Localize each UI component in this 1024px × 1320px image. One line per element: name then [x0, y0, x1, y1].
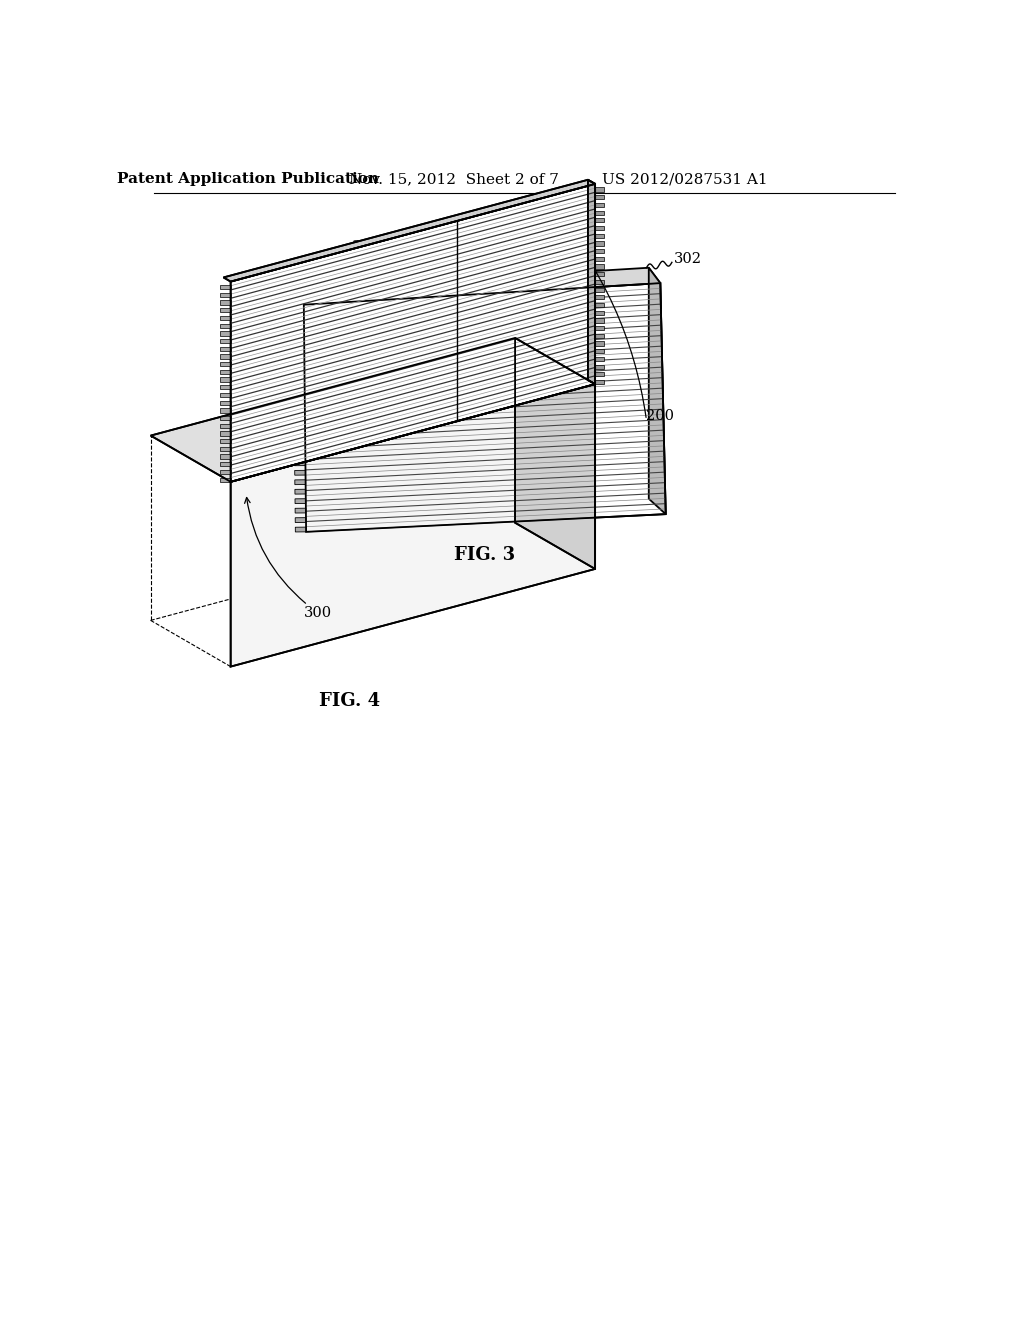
Polygon shape	[295, 442, 305, 446]
Polygon shape	[304, 284, 666, 532]
Polygon shape	[295, 451, 305, 457]
Polygon shape	[595, 242, 604, 246]
Polygon shape	[595, 272, 604, 276]
Polygon shape	[294, 422, 305, 428]
Polygon shape	[595, 372, 604, 376]
Text: 304: 304	[244, 383, 271, 396]
Polygon shape	[293, 329, 304, 333]
Polygon shape	[220, 339, 230, 343]
Polygon shape	[595, 326, 604, 330]
Polygon shape	[293, 309, 304, 314]
Text: FIG. 4: FIG. 4	[319, 692, 381, 710]
Polygon shape	[595, 288, 604, 292]
Polygon shape	[220, 470, 230, 474]
Polygon shape	[595, 256, 604, 261]
Polygon shape	[595, 364, 604, 368]
Polygon shape	[220, 331, 230, 335]
Polygon shape	[294, 366, 304, 371]
Polygon shape	[220, 385, 230, 389]
Polygon shape	[595, 226, 604, 230]
Text: 200: 200	[646, 409, 675, 424]
Polygon shape	[295, 517, 306, 523]
Polygon shape	[294, 404, 305, 409]
Polygon shape	[220, 285, 230, 289]
Polygon shape	[220, 416, 230, 420]
Polygon shape	[295, 479, 305, 484]
Polygon shape	[220, 424, 230, 428]
Polygon shape	[595, 249, 604, 253]
Polygon shape	[220, 347, 230, 351]
Polygon shape	[295, 527, 306, 532]
Polygon shape	[220, 440, 230, 444]
Polygon shape	[595, 380, 604, 384]
Polygon shape	[295, 508, 306, 513]
Polygon shape	[595, 264, 604, 269]
Polygon shape	[220, 301, 230, 305]
Polygon shape	[294, 413, 305, 418]
Polygon shape	[595, 234, 604, 238]
Polygon shape	[295, 461, 305, 466]
Text: 300: 300	[352, 240, 381, 253]
Polygon shape	[294, 347, 304, 352]
Polygon shape	[230, 384, 595, 667]
Polygon shape	[230, 183, 595, 482]
Polygon shape	[595, 218, 604, 223]
Polygon shape	[220, 362, 230, 367]
Polygon shape	[220, 315, 230, 321]
Text: US 2012/0287531 A1: US 2012/0287531 A1	[602, 172, 768, 186]
Polygon shape	[595, 318, 604, 322]
Polygon shape	[220, 393, 230, 397]
Polygon shape	[294, 356, 304, 362]
Polygon shape	[220, 378, 230, 381]
Polygon shape	[595, 356, 604, 362]
Polygon shape	[595, 280, 604, 284]
Polygon shape	[295, 470, 305, 475]
Polygon shape	[220, 293, 230, 297]
Polygon shape	[293, 319, 304, 323]
Polygon shape	[294, 385, 305, 389]
Polygon shape	[649, 268, 666, 515]
Polygon shape	[595, 195, 604, 199]
Polygon shape	[294, 433, 305, 437]
Polygon shape	[515, 338, 595, 569]
Polygon shape	[220, 446, 230, 451]
Polygon shape	[220, 308, 230, 313]
Text: Nov. 15, 2012  Sheet 2 of 7: Nov. 15, 2012 Sheet 2 of 7	[349, 172, 559, 186]
Polygon shape	[595, 348, 604, 354]
Polygon shape	[293, 338, 304, 343]
Polygon shape	[595, 210, 604, 215]
Polygon shape	[220, 454, 230, 459]
Polygon shape	[595, 302, 604, 308]
Polygon shape	[220, 323, 230, 327]
Polygon shape	[292, 268, 660, 305]
Text: Patent Application Publication: Patent Application Publication	[117, 172, 379, 186]
Polygon shape	[220, 370, 230, 374]
Text: 302: 302	[674, 252, 701, 265]
Text: 300: 300	[304, 606, 332, 619]
Polygon shape	[595, 296, 604, 300]
Polygon shape	[220, 432, 230, 436]
Text: FIG. 3: FIG. 3	[455, 546, 515, 564]
Polygon shape	[595, 187, 604, 191]
Polygon shape	[295, 499, 306, 503]
Polygon shape	[595, 203, 604, 207]
Polygon shape	[220, 354, 230, 359]
Polygon shape	[223, 180, 595, 281]
Polygon shape	[220, 408, 230, 412]
Polygon shape	[588, 180, 595, 384]
Polygon shape	[220, 400, 230, 405]
Polygon shape	[220, 478, 230, 482]
Polygon shape	[151, 338, 595, 482]
Polygon shape	[595, 310, 604, 315]
Polygon shape	[595, 342, 604, 346]
Polygon shape	[295, 490, 306, 494]
Polygon shape	[294, 376, 304, 380]
Polygon shape	[220, 462, 230, 466]
Polygon shape	[595, 334, 604, 338]
Polygon shape	[294, 395, 305, 400]
